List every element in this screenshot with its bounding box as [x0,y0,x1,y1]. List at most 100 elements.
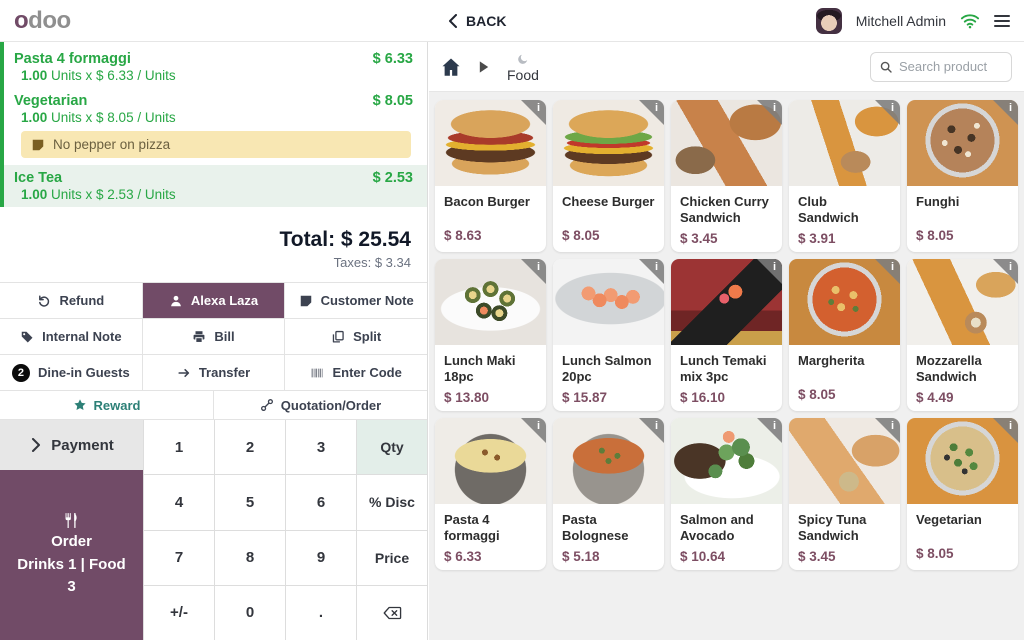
control-button-label: Refund [59,293,105,308]
order-button[interactable]: Order Drinks 1 | Food 3 [0,470,143,640]
control-button-customer-note[interactable]: Customer Note [285,283,427,318]
numpad-key-8[interactable]: 8 [215,530,285,585]
product-price: $ 13.80 [444,389,490,405]
product-info-icon[interactable] [757,259,782,284]
back-button[interactable]: BACK [446,0,506,42]
order-line-name: Vegetarian [14,93,88,109]
control-button-label: Split [353,329,382,344]
avatar[interactable] [815,7,842,34]
product-info-icon[interactable] [875,418,900,443]
product-info-icon[interactable] [993,259,1018,284]
product-card[interactable]: i Chicken Curry Sandwich $ 3.45 [671,100,782,252]
control-button-label: Alexa Laza [190,293,259,308]
info-letter: i [654,261,658,273]
control-button-bill[interactable]: Bill [142,319,285,354]
numpad-key-.[interactable]: . [286,585,356,640]
numpad-key-9[interactable]: 9 [286,530,356,585]
customer-icon [169,294,183,308]
hamburger-menu-icon[interactable] [994,14,1010,27]
chevron-right-icon [29,438,43,452]
product-info-icon[interactable] [993,100,1018,125]
order-taxes: Taxes: $ 3.34 [333,255,411,270]
numpad-key-5[interactable]: 5 [215,475,285,530]
secondary-button-quotation-order[interactable]: Quotation/Order [214,391,427,419]
product-info-icon[interactable] [757,418,782,443]
order-line-price: $ 8.05 [372,93,413,109]
control-button-enter-code[interactable]: Enter Code [285,355,427,390]
control-button-dine-in-guests[interactable]: 2 Dine-in Guests [0,355,142,390]
product-card[interactable]: i Bacon Burger $ 8.63 [435,100,546,252]
user-name[interactable]: Mitchell Admin [855,12,946,29]
numpad-key-+-[interactable]: +/- [144,585,214,640]
product-info-icon[interactable] [993,418,1018,443]
product-image: i [907,100,1018,186]
product-info-icon[interactable] [875,259,900,284]
product-price: $ 4.49 [916,389,954,405]
breadcrumb-caret-icon [477,60,491,74]
order-panel: Pasta 4 formaggi $ 6.33 1.00 Units x $ 6.3… [0,42,428,640]
product-image: i [553,418,664,504]
numpad-key-4[interactable]: 4 [144,475,214,530]
info-letter: i [772,261,776,273]
product-card[interactable]: i Funghi $ 8.05 [907,100,1018,252]
product-price: $ 8.05 [916,228,954,243]
product-info-icon[interactable] [757,100,782,125]
product-info-icon[interactable] [639,100,664,125]
numpad-key-3[interactable]: 3 [286,420,356,475]
numpad-key-6[interactable]: 6 [286,475,356,530]
product-card[interactable]: i Spicy Tuna Sandwich $ 3.45 [789,418,900,570]
info-letter: i [536,420,540,432]
product-price: $ 10.64 [680,548,726,564]
numpad-key-0[interactable]: 0 [215,585,285,640]
order-line-price: $ 2.53 [372,170,413,186]
home-icon[interactable] [441,57,461,77]
product-card[interactable]: i Pasta 4 formaggi $ 6.33 [435,418,546,570]
numpad-key-qty[interactable]: Qty [357,420,427,475]
payment-button[interactable]: Payment [0,420,143,470]
product-info-icon[interactable] [521,100,546,125]
control-button-internal-note[interactable]: Internal Note [0,319,142,354]
control-button-label: Dine-in Guests [37,365,130,380]
numpad-key-price[interactable]: Price [357,530,427,585]
product-info-icon[interactable] [639,259,664,284]
numpad-key-%disc[interactable]: % Disc [357,475,427,530]
product-info-icon[interactable] [521,259,546,284]
control-button-split[interactable]: Split [285,319,427,354]
control-button-transfer[interactable]: Transfer [142,355,285,390]
product-card[interactable]: i Cheese Burger $ 8.05 [553,100,664,252]
printer-icon [192,330,206,344]
numpad-key-7[interactable]: 7 [144,530,214,585]
product-card[interactable]: i Lunch Temaki mix 3pc $ 16.10 [671,259,782,411]
search-input[interactable] [899,59,1003,74]
breadcrumb-category-food[interactable]: Food [507,52,539,82]
odoo-logo: odoo [14,6,71,34]
product-card[interactable]: i Lunch Maki 18pc $ 13.80 [435,259,546,411]
product-card[interactable]: i Margherita $ 8.05 [789,259,900,411]
product-info-icon[interactable] [639,418,664,443]
product-card[interactable]: i Pasta Bolognese $ 5.18 [553,418,664,570]
numpad-key-2[interactable]: 2 [215,420,285,475]
control-button-label: Transfer [198,365,251,380]
order-total: Total: $ 25.54 [279,228,411,251]
product-card[interactable]: i Club Sandwich $ 3.91 [789,100,900,252]
product-card[interactable]: i Salmon and Avocado $ 10.64 [671,418,782,570]
topbar: odoo BACK Mitchell Admin [0,0,1024,42]
control-button-refund[interactable]: Refund [0,283,142,318]
product-price: $ 15.87 [562,389,608,405]
control-buttons: Refund Alexa Laza Customer Note Internal No… [0,282,427,391]
product-price: $ 16.10 [680,389,726,405]
numpad-key-1[interactable]: 1 [144,420,214,475]
product-card[interactable]: i Mozzarella Sandwich $ 4.49 [907,259,1018,411]
control-button-alexa-laza[interactable]: Alexa Laza [142,283,285,318]
split-icon [331,330,345,344]
product-card[interactable]: i Vegetarian $ 8.05 [907,418,1018,570]
secondary-button-reward[interactable]: Reward [0,391,213,419]
product-info-icon[interactable] [521,418,546,443]
product-info-icon[interactable] [875,100,900,125]
order-line[interactable]: Pasta 4 formaggi $ 6.33 1.00 Units x $ 6.3… [4,46,427,88]
product-price: $ 3.45 [798,548,836,564]
order-line[interactable]: Vegetarian $ 8.05 1.00 Units x $ 8.05 / Un… [4,88,427,165]
numpad-key-backspace[interactable] [357,585,427,640]
order-line[interactable]: Ice Tea $ 2.53 1.00 Units x $ 2.53 / Units [4,165,427,207]
product-card[interactable]: i Lunch Salmon 20pc $ 15.87 [553,259,664,411]
